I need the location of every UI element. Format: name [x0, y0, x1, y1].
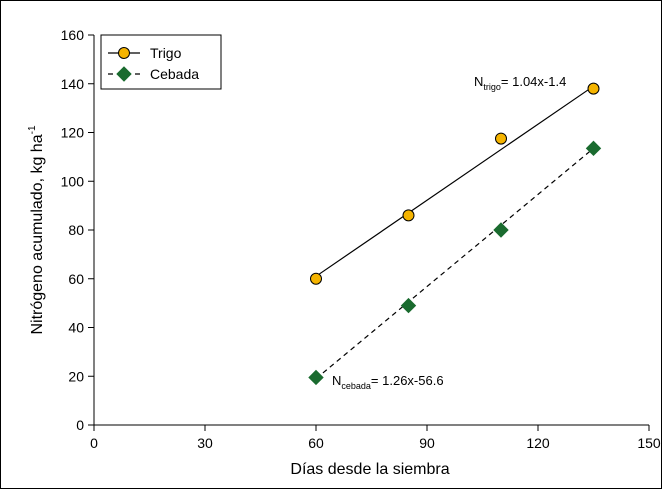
y-tick-label: 60 — [68, 271, 84, 287]
legend: Trigo Cebada — [100, 34, 222, 90]
cebada-equation: Ncebada= 1.26x-56.6 — [332, 373, 444, 391]
trigo-equation: Ntrigo= 1.04x-1.4 — [474, 74, 566, 92]
point-trigo — [310, 272, 322, 285]
y-tick-label: 20 — [68, 368, 84, 384]
legend-cebada-label: Cebada — [150, 66, 199, 82]
point-trigo — [402, 209, 415, 222]
x-tick-label: 120 — [526, 435, 550, 451]
x-tick-label: 90 — [419, 435, 435, 451]
cebada-eq-prefix: N — [332, 373, 341, 388]
legend-box — [100, 34, 222, 90]
legend-cebada-marker — [116, 66, 132, 82]
axes: 0 20 40 60 80 100 120 140 160 0 30 60 90 120 150 — [61, 27, 661, 451]
y-tick-label: 100 — [61, 173, 85, 189]
fit-line-trigo — [315, 85, 594, 277]
point-cebada — [493, 222, 509, 238]
cebada-eq-text: = 1.26x-56.6 — [371, 373, 444, 388]
trigo-eq-prefix: N — [474, 74, 483, 89]
x-tick-label: 30 — [197, 435, 213, 451]
y-tick-label: 140 — [61, 76, 85, 92]
legend-trigo-label: Trigo — [150, 45, 182, 61]
y-tick-label: 0 — [76, 417, 84, 433]
y-tick-label: 160 — [61, 27, 85, 43]
y-tick-label: 40 — [68, 320, 84, 336]
point-trigo — [587, 82, 600, 95]
x-tick-label: 150 — [637, 435, 661, 451]
y-tick-label: 80 — [68, 222, 84, 238]
x-tick-label: 60 — [308, 435, 324, 451]
y-axis-title-sup: -1 — [27, 125, 38, 134]
point-trigo — [495, 132, 507, 145]
trigo-eq-sub: trigo — [483, 82, 501, 92]
data-markers — [308, 82, 602, 386]
point-cebada — [400, 297, 417, 314]
legend-trigo-marker — [118, 47, 130, 59]
y-axis-title-main: Nitrógeno acumulado, kg ha — [29, 134, 46, 334]
cebada-eq-sub: cebada — [341, 381, 371, 391]
y-tick-label: 120 — [61, 125, 85, 141]
point-cebada — [585, 140, 602, 157]
x-tick-label: 0 — [90, 435, 98, 451]
x-axis-title: Días desde la siembra — [290, 461, 449, 478]
point-cebada — [308, 369, 324, 386]
trigo-eq-text: = 1.04x-1.4 — [501, 74, 566, 89]
fit-line-cebada — [315, 147, 594, 380]
fit-lines — [315, 85, 594, 380]
y-axis-title: Nitrógeno acumulado, kg ha-1 — [27, 125, 46, 334]
